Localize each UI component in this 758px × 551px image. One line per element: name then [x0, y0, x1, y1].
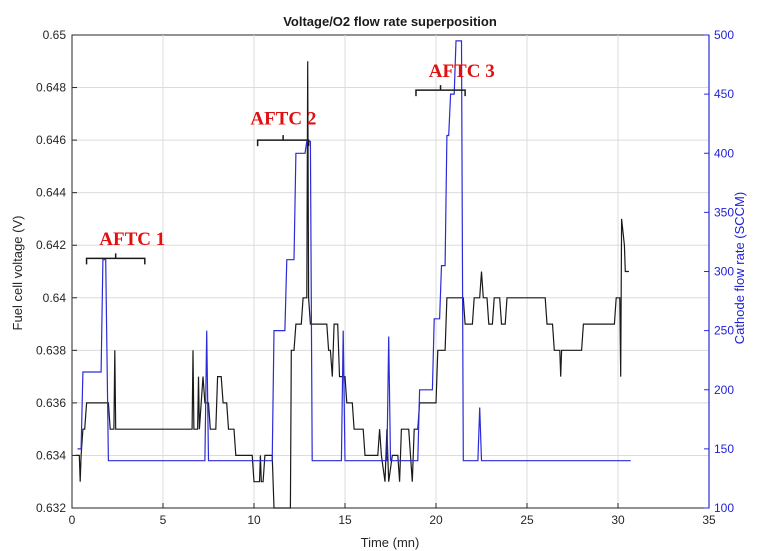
y-right-tick-label: 250 — [714, 324, 734, 338]
y-left-tick-label: 0.648 — [36, 81, 66, 95]
y-axis-left-label: Fuel cell voltage (V) — [10, 216, 25, 331]
y-right-tick-label: 400 — [714, 146, 734, 160]
y-left-tick-label: 0.644 — [36, 186, 66, 200]
y-left-tick-label: 0.632 — [36, 501, 66, 515]
x-tick-label: 30 — [611, 513, 625, 527]
y-axis-right-label: Cathode flow rate (SCCM) — [732, 192, 747, 344]
y-left-tick-label: 0.638 — [36, 343, 66, 357]
x-tick-label: 0 — [69, 513, 76, 527]
x-tick-label: 25 — [520, 513, 534, 527]
annotation-label: AFTC 1 — [99, 229, 165, 250]
annotation-label: AFTC 2 — [250, 108, 316, 129]
x-tick-label: 10 — [247, 513, 261, 527]
y-left-tick-label: 0.646 — [36, 133, 66, 147]
annotation-bracket — [85, 253, 146, 265]
series-layer — [75, 40, 631, 509]
y-left-tick-label: 0.65 — [43, 28, 67, 42]
y-right-tick-label: 500 — [714, 28, 734, 42]
annotation-label: AFTC 3 — [429, 61, 495, 82]
y-right-tick-label: 350 — [714, 205, 734, 219]
flow-rate-series-line — [77, 40, 631, 462]
x-tick-label: 35 — [702, 513, 716, 527]
y-right-tick-label: 450 — [714, 87, 734, 101]
chart-title: Voltage/O2 flow rate superposition — [283, 14, 497, 29]
x-axis-label: Time (mn) — [361, 535, 420, 550]
annotations-layer: AFTC 1 AFTC 2 AFTC 3 — [85, 61, 495, 265]
ticks-layer: 0 5 10 15 20 25 30 35 0.632 0.634 0.636 0.638 0.64 0.… — [36, 28, 734, 527]
voltage-series-line — [75, 61, 629, 509]
annotation-bracket — [415, 85, 466, 97]
y-left-tick-label: 0.636 — [36, 396, 66, 410]
x-tick-label: 20 — [429, 513, 443, 527]
y-right-tick-label: 150 — [714, 442, 734, 456]
y-left-tick-label: 0.634 — [36, 448, 66, 462]
x-tick-label: 15 — [338, 513, 352, 527]
y-right-tick-label: 300 — [714, 265, 734, 279]
annotation-bracket — [256, 135, 310, 147]
y-right-tick-label: 200 — [714, 383, 734, 397]
x-tick-label: 5 — [160, 513, 167, 527]
y-right-tick-label: 100 — [714, 501, 734, 515]
y-left-tick-label: 0.64 — [43, 291, 67, 305]
y-left-tick-label: 0.642 — [36, 238, 66, 252]
